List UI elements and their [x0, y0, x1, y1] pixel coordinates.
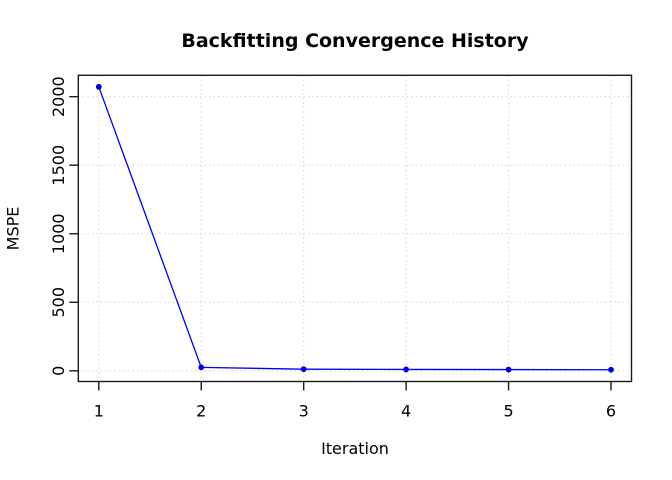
- data-point: [505, 366, 512, 373]
- x-tick-label: 5: [503, 402, 513, 421]
- data-point: [300, 366, 307, 373]
- y-tick-label: 0: [49, 366, 68, 376]
- y-tick-label: 1000: [49, 213, 68, 254]
- data-point: [608, 366, 614, 373]
- data-point: [95, 83, 102, 90]
- data-point: [403, 366, 410, 373]
- x-tick-label: 6: [606, 402, 616, 421]
- x-tick-label: 3: [299, 402, 309, 421]
- y-tick-label: 1500: [49, 145, 68, 186]
- x-tick-label: 2: [196, 402, 206, 421]
- data-line: [98, 86, 612, 371]
- y-tick-label: 500: [49, 287, 68, 318]
- data-point: [198, 364, 205, 371]
- plot-frame: [77, 74, 633, 383]
- y-tick-label: 2000: [49, 76, 68, 117]
- y-axis-label: MSPE: [4, 207, 23, 251]
- plot-area: 1 2 3 4 5 6 0 500 1000 1500 2000: [49, 74, 633, 421]
- x-tick-label: 1: [94, 402, 104, 421]
- x-tick-label: 4: [401, 402, 411, 421]
- x-axis-label: Iteration: [321, 439, 389, 458]
- chart-title: Backfitting Convergence History: [181, 30, 529, 52]
